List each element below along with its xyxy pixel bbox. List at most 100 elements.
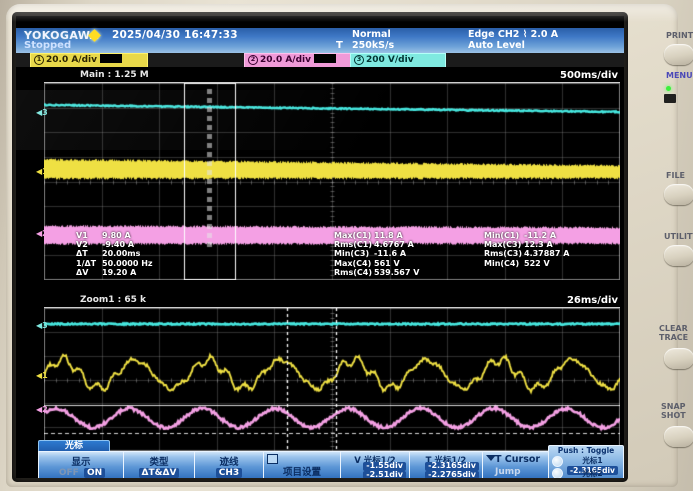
run-state-label[interactable]: Stopped bbox=[24, 40, 72, 51]
measurement-row: Min(C4) 522 V bbox=[484, 259, 569, 268]
softkey-v-cursor[interactable]: V 光标1/2 -1.55div -2.51div bbox=[340, 451, 410, 478]
softkey-display-title: 显示 bbox=[71, 457, 91, 468]
acquisition-mode-label: Normal 250kS/s bbox=[352, 29, 394, 51]
cursor-measurement-block: V1 9.80 A V2 -9.40 A ΔT 20.00ms 1/ΔT 50.0000 Hz… bbox=[76, 231, 153, 277]
measurement-row: Rms(C3) 4.37887 A bbox=[484, 249, 569, 258]
softkey-t-cursor-jump-title: T Cursor bbox=[495, 454, 541, 465]
side-button-utility[interactable] bbox=[664, 245, 693, 266]
display-off-option[interactable]: OFF bbox=[58, 468, 79, 478]
t-cursor2-value: -2.2765div bbox=[425, 470, 479, 478]
measurement-label: Max(C4) bbox=[334, 258, 372, 268]
side-button-file[interactable] bbox=[664, 184, 693, 205]
main-waveform-canvas bbox=[44, 83, 620, 280]
measurement-row: Max(C4) 561 V bbox=[334, 259, 419, 268]
side-label-menu: MENU bbox=[666, 71, 693, 80]
status-bar: YOKOGAWA 2025/04/30 16:47:33 Stopped Nor… bbox=[16, 28, 624, 53]
side-label-clear-trace: CLEAR TRACE bbox=[659, 324, 689, 342]
softkey-item-settings[interactable]: 项目设置 bbox=[263, 451, 341, 478]
side-button-snap-shot[interactable] bbox=[664, 426, 693, 447]
side-button-print[interactable] bbox=[664, 44, 693, 65]
measurement-value: 50.0000 Hz bbox=[102, 258, 153, 268]
measurement-label: ΔT bbox=[76, 249, 88, 259]
ir-sensor-pad bbox=[664, 94, 676, 103]
softkey-t-cursor[interactable]: T 光标1/2 -2.3165div -2.2765div bbox=[409, 451, 483, 478]
measurement-value: -9.40 A bbox=[102, 240, 135, 250]
measurement-row: ΔT 20.00ms bbox=[76, 249, 153, 258]
measurement-label: Rms(C1) bbox=[334, 240, 373, 250]
trigger-setting-label[interactable]: Edge CH2 ⌇ 2.0 A Auto Level bbox=[468, 29, 558, 51]
zoom1-waveform-window[interactable]: Zoom1 : 65 k 26ms/div ◀3 ◀1 ◀2 bbox=[16, 293, 624, 451]
main-waveform-window[interactable]: Main : 1.25 M 500ms/div ◀3 ◀1 ◀2 V1 9.80 … bbox=[16, 67, 624, 280]
softkey-item-settings-title: 项目设置 bbox=[282, 467, 321, 478]
knob1-icon[interactable] bbox=[552, 456, 563, 467]
knob-cursor1: 光标1 -2.3165div bbox=[564, 455, 621, 475]
zoom-record-length-label: Zoom1 : 65 k bbox=[80, 295, 147, 305]
measurement-label: Min(C4) bbox=[484, 258, 520, 268]
measurement-row: V2 -9.40 A bbox=[76, 240, 153, 249]
trigger-slope-icon: ⌇ bbox=[522, 29, 528, 40]
measurement-row: ΔV 19.20 A bbox=[76, 268, 153, 277]
softkey-trace-value[interactable]: CH3 bbox=[195, 468, 263, 478]
softkey-display[interactable]: 显示 OFF ON bbox=[38, 451, 124, 478]
ch3-ground-marker-icon[interactable]: ◀3 bbox=[36, 108, 48, 117]
ch2-ground-marker-icon[interactable]: ◀2 bbox=[36, 229, 48, 238]
measurement-row: Max(C1) 11.8 A bbox=[334, 231, 419, 240]
knob-push-hint: Push : Toggle bbox=[557, 446, 615, 455]
ch1-value-field bbox=[100, 54, 123, 63]
measurement-value: 11.8 A bbox=[374, 231, 403, 240]
softkey-display-state[interactable]: OFF ON bbox=[39, 468, 123, 478]
softkey-type[interactable]: 类型 ΔT&ΔV bbox=[123, 451, 195, 478]
knob-cursor2-label: 光标2 bbox=[582, 469, 603, 478]
display-on-option[interactable]: ON bbox=[83, 468, 106, 478]
measurement-value: 12.3 A bbox=[524, 240, 553, 250]
side-label-print: PRINT bbox=[666, 31, 693, 40]
brand-logo: YOKOGAWA bbox=[24, 29, 99, 42]
side-label-file: FILE bbox=[666, 171, 686, 180]
menu-tab-cursor[interactable]: 光标 bbox=[38, 440, 110, 453]
side-button-clear-trace[interactable] bbox=[664, 348, 693, 369]
soft-key-menu[interactable]: 光标 显示 OFF ON 类型 ΔT&ΔV 迹线 CH3 项目设置 bbox=[16, 440, 624, 478]
softkey-trace[interactable]: 迹线 CH3 bbox=[194, 451, 264, 478]
v-cursor2-value: -2.51div bbox=[363, 470, 406, 478]
measurement-row: 1/ΔT 50.0000 Hz bbox=[76, 259, 153, 268]
main-window-header-rule bbox=[44, 82, 620, 83]
power-led-indicator bbox=[666, 86, 671, 91]
ch3-number-icon: 3 bbox=[354, 55, 364, 65]
measurement-label: ΔV bbox=[76, 267, 89, 277]
softkey-t-cursor-title: T 光标1/2 bbox=[425, 456, 467, 466]
measurement-row: Min(C3) -11.6 A bbox=[334, 249, 419, 258]
knob-cursor1-value: -2.3165div bbox=[567, 466, 618, 475]
trigger-mode-value: Auto Level bbox=[468, 40, 525, 51]
zoom-waveform-canvas bbox=[44, 308, 620, 451]
zoom-ch3-ground-marker-icon[interactable]: ◀3 bbox=[36, 321, 48, 330]
ch1-ground-marker-icon[interactable]: ◀1 bbox=[36, 167, 48, 176]
channel-chip-ch2[interactable]: 2 20.0 A/div bbox=[244, 53, 356, 68]
measurement-value: 19.20 A bbox=[102, 267, 137, 277]
trigger-type-value: Edge CH2 ⌇ 2.0 A bbox=[468, 29, 559, 40]
zoom-ch1-ground-marker-icon[interactable]: ◀1 bbox=[36, 371, 48, 380]
zoom-ch2-ground-marker-icon[interactable]: ◀2 bbox=[36, 405, 48, 414]
ch1-number-icon: 1 bbox=[34, 55, 44, 65]
t-cursor1-value: -2.3165div bbox=[425, 461, 479, 471]
softkey-type-title: 类型 bbox=[149, 457, 169, 468]
trigger-position-marker-icon: T bbox=[336, 40, 343, 51]
side-label-utility: UTILITY bbox=[664, 232, 693, 241]
lcd-display[interactable]: YOKOGAWA 2025/04/30 16:47:33 Stopped Nor… bbox=[16, 16, 624, 478]
zoom-timebase-label: 26ms/div bbox=[566, 295, 618, 306]
softkey-v-cursor-values: -1.55div -2.51div bbox=[344, 461, 406, 478]
knob2-icon[interactable] bbox=[552, 468, 563, 478]
knob-assignment-box[interactable]: Push : Toggle 光标1 -2.3165div 光标2 -2.2765… bbox=[548, 445, 624, 478]
channel-chip-ch1[interactable]: 1 20.0 A/div bbox=[30, 53, 148, 68]
zoom-window-header-rule bbox=[44, 307, 620, 308]
softkey-t-cursor-jump[interactable]: T Cursor Jump bbox=[482, 451, 556, 478]
channel-chip-ch3[interactable]: 3 200 V/div bbox=[350, 53, 446, 68]
softkey-type-value[interactable]: ΔT&ΔV bbox=[124, 468, 194, 478]
measurement-label: Min(C3) bbox=[334, 249, 370, 259]
measurement-row: Rms(C1) 4.6767 A bbox=[334, 240, 419, 249]
ch3-scale-label: 200 V/div bbox=[366, 55, 414, 65]
measurement-value: -11.6 A bbox=[374, 249, 407, 259]
softkey-v-cursor-title: V 光标1/2 bbox=[354, 456, 396, 466]
measurement-value: 20.00ms bbox=[102, 249, 141, 259]
measurement-row: Rms(C4) 539.567 V bbox=[334, 268, 419, 277]
